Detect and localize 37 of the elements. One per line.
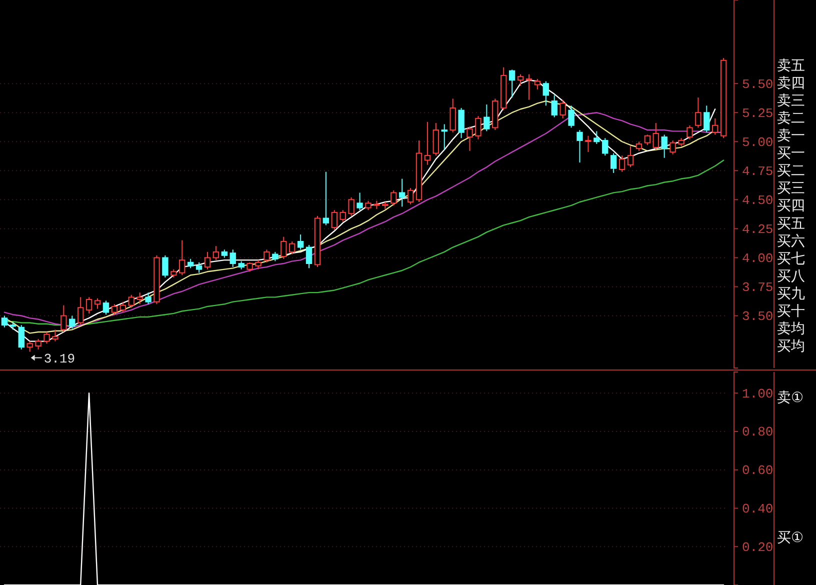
- candlestick: [398, 178, 406, 208]
- text: 卖均: [777, 320, 805, 337]
- text: 买六: [777, 233, 805, 250]
- text: 卖三: [777, 93, 805, 110]
- y-tick-label: 4.50: [742, 192, 774, 208]
- text: 卖五: [777, 58, 805, 74]
- text: 买五: [777, 216, 805, 232]
- text: 买四: [777, 198, 805, 214]
- y-tick-label: 5.00: [742, 134, 774, 150]
- y-tick-label: 4.00: [742, 250, 774, 266]
- text: 买一: [777, 146, 805, 162]
- text: 买八: [777, 268, 805, 284]
- candlestick: [441, 124, 448, 150]
- y-tick-label: 0.20: [742, 540, 774, 555]
- text: 卖四: [777, 76, 805, 92]
- annotation: 3.19: [44, 352, 76, 367]
- text: 买①: [777, 530, 804, 546]
- text: 卖一: [777, 128, 805, 144]
- y-tick-label: 4.25: [742, 222, 774, 237]
- y-tick-label: 5.25: [742, 106, 774, 121]
- y-tick-label: 5.50: [742, 76, 774, 92]
- y-tick-label: 0.60: [742, 463, 774, 478]
- text: 买七: [777, 250, 805, 267]
- y-tick-label: 0.80: [742, 424, 774, 440]
- y-tick-label: 4.75: [742, 164, 774, 179]
- text: 买十: [777, 303, 805, 320]
- text: 卖①: [777, 390, 804, 406]
- y-tick-label: 3.50: [742, 308, 774, 324]
- text: 买均: [777, 338, 805, 354]
- text: 买三: [777, 180, 805, 197]
- text: 买二: [777, 163, 805, 180]
- text: 卖二: [777, 110, 805, 127]
- candlestick: [424, 121, 431, 166]
- y-tick-label: 0.40: [742, 501, 774, 516]
- text: 买九: [777, 286, 805, 302]
- y-tick-label: 3.75: [742, 280, 774, 295]
- y-tick-label: 1.00: [742, 386, 774, 402]
